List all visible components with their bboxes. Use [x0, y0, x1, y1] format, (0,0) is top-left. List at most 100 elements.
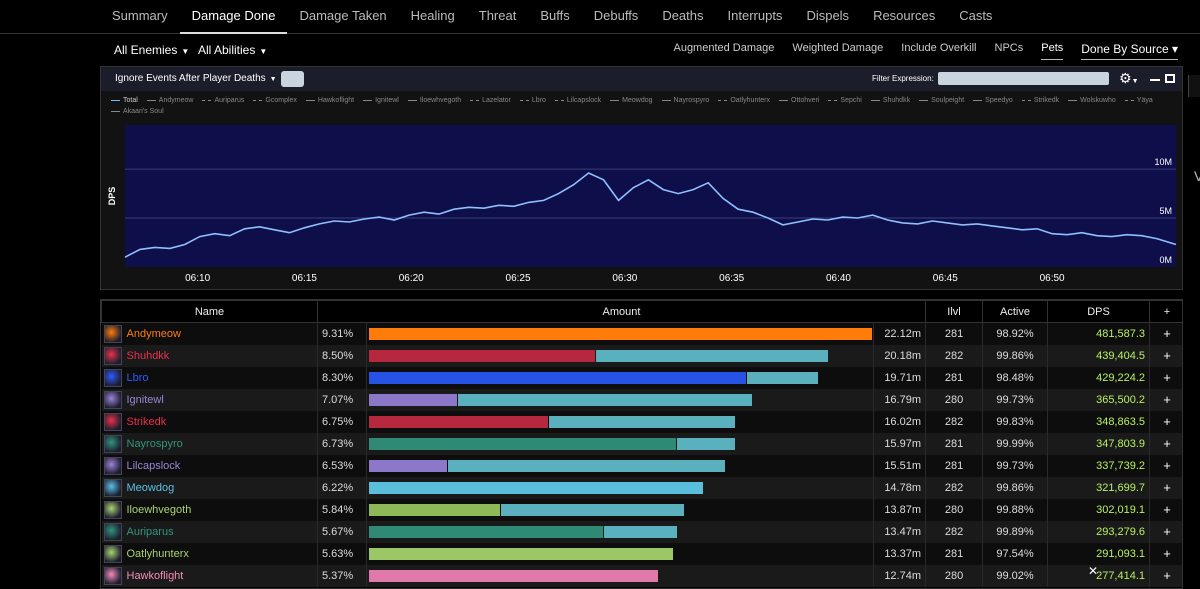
add-compare-button[interactable]: + [1149, 432, 1182, 455]
legend-item[interactable]: Soulpeight [919, 95, 964, 106]
table-row[interactable]: Auriparus 5.67% 13.47m 282 99.89% 293,279.6 + [101, 520, 1182, 543]
add-compare-button[interactable]: + [1149, 322, 1182, 345]
tab-buffs[interactable]: Buffs [540, 8, 570, 23]
add-compare-button[interactable]: + [1149, 542, 1182, 565]
player-name[interactable]: Ignitewl [126, 393, 164, 406]
table-row[interactable]: Hawkoflight 5.37% 12.74m 280 99.02% 277,414.1… [101, 564, 1182, 587]
legend-item[interactable]: Ottohveri [779, 95, 819, 106]
legend-item[interactable]: Gcomplex [253, 95, 297, 106]
tab-threat[interactable]: Threat [478, 8, 517, 23]
legend-item[interactable]: Shuhdkk [870, 95, 910, 106]
player-name[interactable]: Lilcapslock [126, 459, 181, 472]
table-row[interactable]: Oatlyhunterx 5.63% 13.37m 281 97.54% 291,093.… [101, 542, 1182, 565]
legend-item[interactable]: Wolskuwho [1068, 95, 1116, 106]
add-compare-button[interactable]: + [1149, 564, 1182, 587]
maximize-icon[interactable] [1165, 74, 1175, 83]
add-compare-button[interactable]: + [1149, 498, 1182, 521]
legend-item[interactable]: Andymeow [146, 95, 193, 106]
legend-item[interactable]: Iloewhvegoth [407, 95, 461, 106]
player-name-cell[interactable]: Shuhdkk [101, 344, 318, 367]
player-name-cell[interactable]: Auriparus [101, 520, 318, 543]
player-name-cell[interactable]: Lbro [101, 366, 318, 389]
player-name[interactable]: Oatlyhunterx [126, 547, 189, 560]
legend-item[interactable]: Lilcapslock [554, 95, 601, 106]
player-name-cell[interactable]: Andymeow [101, 322, 318, 345]
done-by-source-dropdown[interactable]: Done By Source ▾ [1081, 42, 1178, 60]
player-name[interactable]: Andymeow [126, 327, 181, 340]
legend-item[interactable]: Akaari's Soul [111, 106, 164, 117]
table-row[interactable]: Strikedk 6.75% 16.02m 282 99.83% 348,863.5 + [101, 410, 1182, 433]
legend-item[interactable]: Lazelator [470, 95, 511, 106]
scrollbar[interactable] [1188, 75, 1200, 97]
player-name-cell[interactable]: Nayrospyro [101, 432, 318, 455]
player-name-cell[interactable]: Strikedk [101, 410, 318, 433]
tab-casts[interactable]: Casts [959, 8, 993, 23]
header-amount[interactable]: Amount [316, 300, 927, 323]
player-name-cell[interactable]: Lilcapslock [101, 454, 318, 477]
option-pets[interactable]: Pets [1041, 42, 1064, 60]
ignore-deaths-toggle[interactable] [281, 71, 304, 87]
player-name[interactable]: Hawkoflight [126, 569, 184, 582]
option-weighted-damage[interactable]: Weighted Damage [792, 42, 884, 54]
ignore-deaths-dropdown[interactable]: Ignore Events After Player Deaths ▼ [115, 73, 277, 84]
player-name[interactable]: Shuhdkk [126, 349, 170, 362]
table-row[interactable]: Iloewhvegoth 5.84% 13.87m 280 99.88% 302,019.… [101, 498, 1182, 521]
player-name[interactable]: Iloewhvegoth [126, 503, 192, 516]
tab-damage-taken[interactable]: Damage Taken [299, 8, 387, 23]
add-compare-button[interactable]: + [1149, 366, 1182, 389]
option-include-overkill[interactable]: Include Overkill [901, 42, 977, 54]
option-augmented-damage[interactable]: Augmented Damage [673, 42, 775, 54]
header-dps[interactable]: DPS [1047, 300, 1151, 323]
table-row[interactable]: Lilcapslock 6.53% 15.51m 281 99.73% 337,739.2… [101, 454, 1182, 477]
tab-dispels[interactable]: Dispels [806, 8, 850, 23]
table-row[interactable]: Lbro 8.30% 19.71m 281 98.48% 429,224.2 + [101, 366, 1182, 389]
header-name[interactable]: Name [101, 300, 318, 323]
add-compare-button[interactable]: + [1149, 344, 1182, 367]
close-icon[interactable]: ✕ [1088, 564, 1099, 578]
legend-item[interactable]: Speedyo [973, 95, 1013, 106]
legend-item[interactable]: Ignitewl [363, 95, 399, 106]
legend-item[interactable]: Hawkoflight [305, 95, 354, 106]
table-row[interactable]: Nayrospyro 6.73% 15.97m 281 99.99% 347,803.9 + [101, 432, 1182, 455]
legend-item[interactable]: Nayrospyro [661, 95, 709, 106]
player-name[interactable]: Auriparus [126, 525, 174, 538]
add-compare-button[interactable]: + [1149, 388, 1182, 411]
player-name-cell[interactable]: Iloewhvegoth [101, 498, 318, 521]
legend-item[interactable]: Strikedk [1021, 95, 1059, 106]
minimize-icon[interactable] [1150, 79, 1160, 81]
gear-icon[interactable]: ⚙▼ [1119, 70, 1139, 86]
player-name-cell[interactable]: Meowdog [101, 476, 318, 499]
legend-item[interactable]: Total [111, 95, 138, 106]
tab-healing[interactable]: Healing [410, 8, 455, 23]
add-compare-button[interactable]: + [1149, 476, 1182, 499]
tab-damage-done[interactable]: Damage Done [179, 0, 288, 34]
table-row[interactable]: Shuhdkk 8.50% 20.18m 282 99.86% 439,404.5 + [101, 344, 1182, 367]
tab-interrupts[interactable]: Interrupts [727, 8, 783, 23]
option-npcs[interactable]: NPCs [994, 42, 1024, 54]
add-compare-button[interactable]: + [1149, 454, 1182, 477]
tab-deaths[interactable]: Deaths [662, 8, 704, 23]
enemies-dropdown[interactable]: All Enemies ▼ [114, 43, 189, 57]
legend-item[interactable]: Meowdog [610, 95, 653, 106]
legend-item[interactable]: Lbro [519, 95, 546, 106]
player-name[interactable]: Nayrospyro [126, 437, 183, 450]
add-compare-button[interactable]: + [1149, 520, 1182, 543]
header-ilvl[interactable]: Ilvl [925, 300, 984, 323]
header-active[interactable]: Active [982, 300, 1049, 323]
player-name-cell[interactable]: Oatlyhunterx [101, 542, 318, 565]
abilities-dropdown[interactable]: All Abilities ▼ [198, 43, 267, 57]
player-name-cell[interactable]: Ignitewl [101, 388, 318, 411]
filter-expression-input[interactable] [938, 72, 1109, 85]
player-name[interactable]: Meowdog [126, 481, 175, 494]
tab-summary[interactable]: Summary [112, 8, 168, 23]
tab-debuffs[interactable]: Debuffs [593, 8, 639, 23]
header-add[interactable]: + [1149, 300, 1182, 323]
player-name[interactable]: Strikedk [126, 415, 167, 428]
legend-item[interactable]: Oatlyhunterx [718, 95, 770, 106]
tab-resources[interactable]: Resources [873, 8, 936, 23]
legend-item[interactable]: Yäya [1124, 95, 1153, 106]
table-row[interactable]: Ignitewl 7.07% 16.79m 280 99.73% 365,500.2 + [101, 388, 1182, 411]
table-row[interactable]: Andymeow 9.31% 22.12m 281 98.92% 481,587.3 + [101, 322, 1182, 345]
player-name-cell[interactable]: Hawkoflight [101, 564, 318, 587]
table-row[interactable]: Meowdog 6.22% 14.78m 282 99.86% 321,699.7 + [101, 476, 1182, 499]
